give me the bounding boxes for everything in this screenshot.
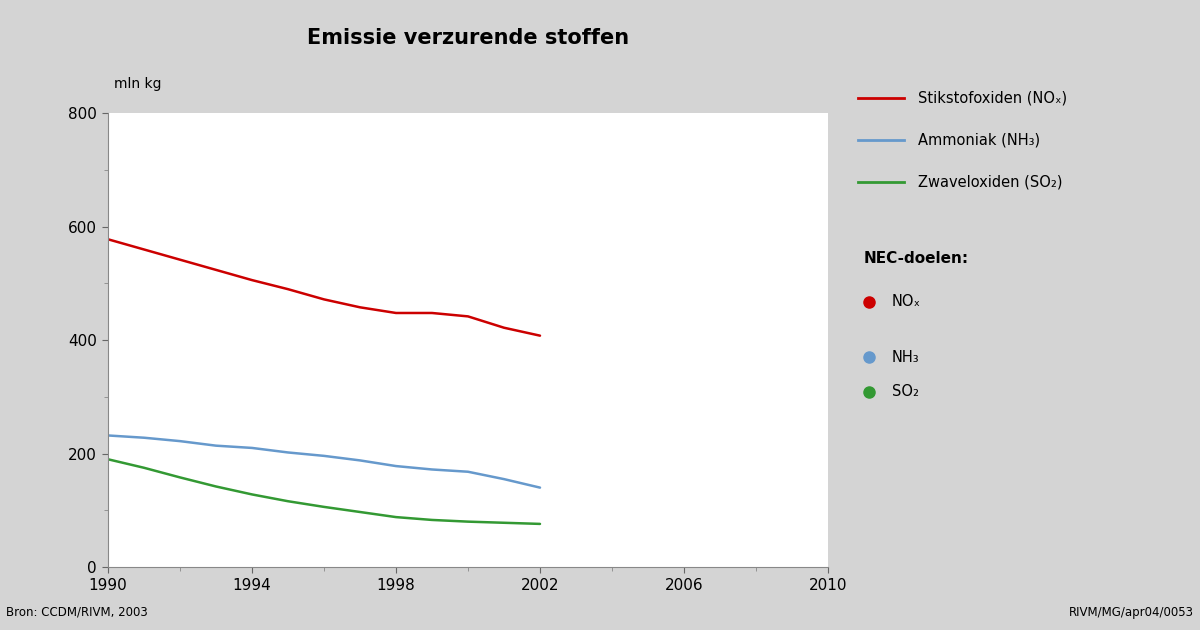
Text: Ammoniak (NH₃): Ammoniak (NH₃) xyxy=(918,132,1040,147)
Text: Bron: CCDM/RIVM, 2003: Bron: CCDM/RIVM, 2003 xyxy=(6,605,148,619)
Text: SO₂: SO₂ xyxy=(892,384,919,399)
Text: RIVM/MG/apr04/0053: RIVM/MG/apr04/0053 xyxy=(1069,605,1194,619)
Text: Emissie verzurende stoffen: Emissie verzurende stoffen xyxy=(307,28,629,49)
Text: NOₓ: NOₓ xyxy=(892,294,920,309)
Text: NEC-doelen:: NEC-doelen: xyxy=(864,251,970,266)
Text: mln kg: mln kg xyxy=(114,77,162,91)
Text: Stikstofoxiden (NOₓ): Stikstofoxiden (NOₓ) xyxy=(918,90,1067,105)
Text: NH₃: NH₃ xyxy=(892,350,919,365)
Text: Zwaveloxiden (SO₂): Zwaveloxiden (SO₂) xyxy=(918,175,1062,190)
